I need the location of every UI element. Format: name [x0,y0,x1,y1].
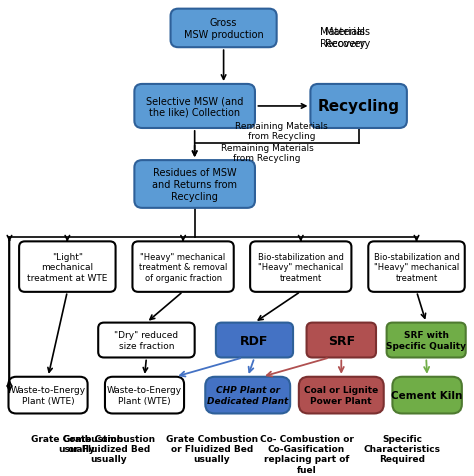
FancyBboxPatch shape [135,85,255,129]
FancyBboxPatch shape [9,377,88,414]
Text: Bio-stabilization and
"Heavy" mechanical
treatment: Bio-stabilization and "Heavy" mechanical… [258,252,344,282]
Text: Remaining Materials
from Recycling: Remaining Materials from Recycling [220,143,313,163]
Text: Waste-to-Energy
Plant (WTE): Waste-to-Energy Plant (WTE) [10,386,86,405]
Text: Selective MSW (and
the like) Collection: Selective MSW (and the like) Collection [146,96,243,118]
FancyBboxPatch shape [310,85,407,129]
FancyBboxPatch shape [19,242,116,292]
Text: Gross
MSW production: Gross MSW production [184,18,264,40]
FancyBboxPatch shape [171,10,277,48]
Text: Recycling: Recycling [318,99,400,114]
Text: Materials
Recovery: Materials Recovery [325,27,370,49]
FancyBboxPatch shape [132,242,234,292]
FancyBboxPatch shape [135,161,255,208]
Text: Residues of MSW
and Returns from
Recycling: Residues of MSW and Returns from Recycli… [152,168,237,201]
Text: Waste-to-Energy
Plant (WTE): Waste-to-Energy Plant (WTE) [107,386,182,405]
Text: "Dry" reduced
size fraction: "Dry" reduced size fraction [114,331,179,350]
Text: "Light"
mechanical
treatment at WTE: "Light" mechanical treatment at WTE [27,252,108,282]
Text: Grate Combustion
usually: Grate Combustion usually [31,434,123,453]
Text: Cement Kiln: Cement Kiln [392,390,463,400]
Text: "Heavy" mechanical
treatment & removal
of organic fraction: "Heavy" mechanical treatment & removal o… [139,252,227,282]
Text: CHP Plant or
Dedicated Plant: CHP Plant or Dedicated Plant [207,386,288,405]
FancyBboxPatch shape [368,242,465,292]
FancyBboxPatch shape [387,323,466,358]
FancyBboxPatch shape [205,377,290,414]
Text: SRF with
Specific Quality: SRF with Specific Quality [386,331,466,350]
FancyBboxPatch shape [216,323,293,358]
FancyBboxPatch shape [307,323,376,358]
FancyBboxPatch shape [98,323,195,358]
Text: Materials
Recovery: Materials Recovery [320,27,365,49]
Text: Grate Combustion
or Fluidized Bed
usually: Grate Combustion or Fluidized Bed usuall… [166,434,258,464]
Text: SRF: SRF [328,334,355,347]
Text: Specific
Characteristics
Required: Specific Characteristics Required [364,434,440,464]
FancyBboxPatch shape [105,377,184,414]
FancyBboxPatch shape [392,377,462,414]
Text: Grate Combustion
or Fluidized Bed
usually: Grate Combustion or Fluidized Bed usuall… [63,434,155,464]
FancyBboxPatch shape [250,242,351,292]
Text: Bio-stabilization and
"Heavy" mechanical
treatment: Bio-stabilization and "Heavy" mechanical… [374,252,459,282]
Text: Co- Combustion or
Co-Gasification
replacing part of
fuel: Co- Combustion or Co-Gasification replac… [260,434,354,474]
Text: Remaining Materials
from Recycling: Remaining Materials from Recycling [235,121,328,140]
Text: Coal or Lignite
Power Plant: Coal or Lignite Power Plant [304,386,378,405]
FancyBboxPatch shape [299,377,384,414]
Text: RDF: RDF [240,334,269,347]
